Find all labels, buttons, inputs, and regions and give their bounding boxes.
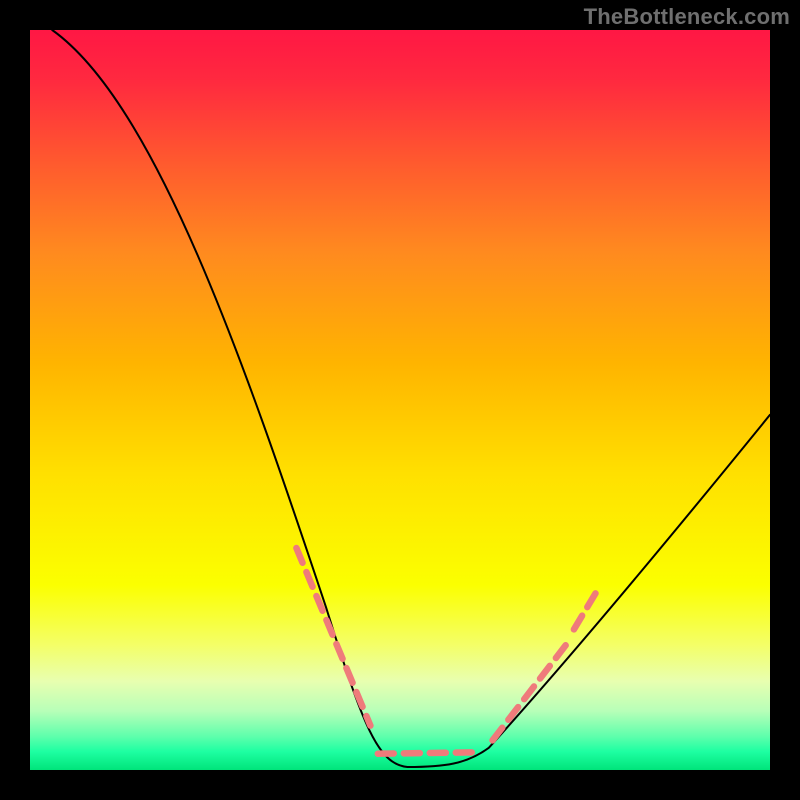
highlight-dot-segment — [378, 752, 482, 753]
chart-root: TheBottleneck.com — [0, 0, 800, 800]
watermark-text: TheBottleneck.com — [584, 4, 790, 30]
chart-canvas — [0, 0, 800, 800]
